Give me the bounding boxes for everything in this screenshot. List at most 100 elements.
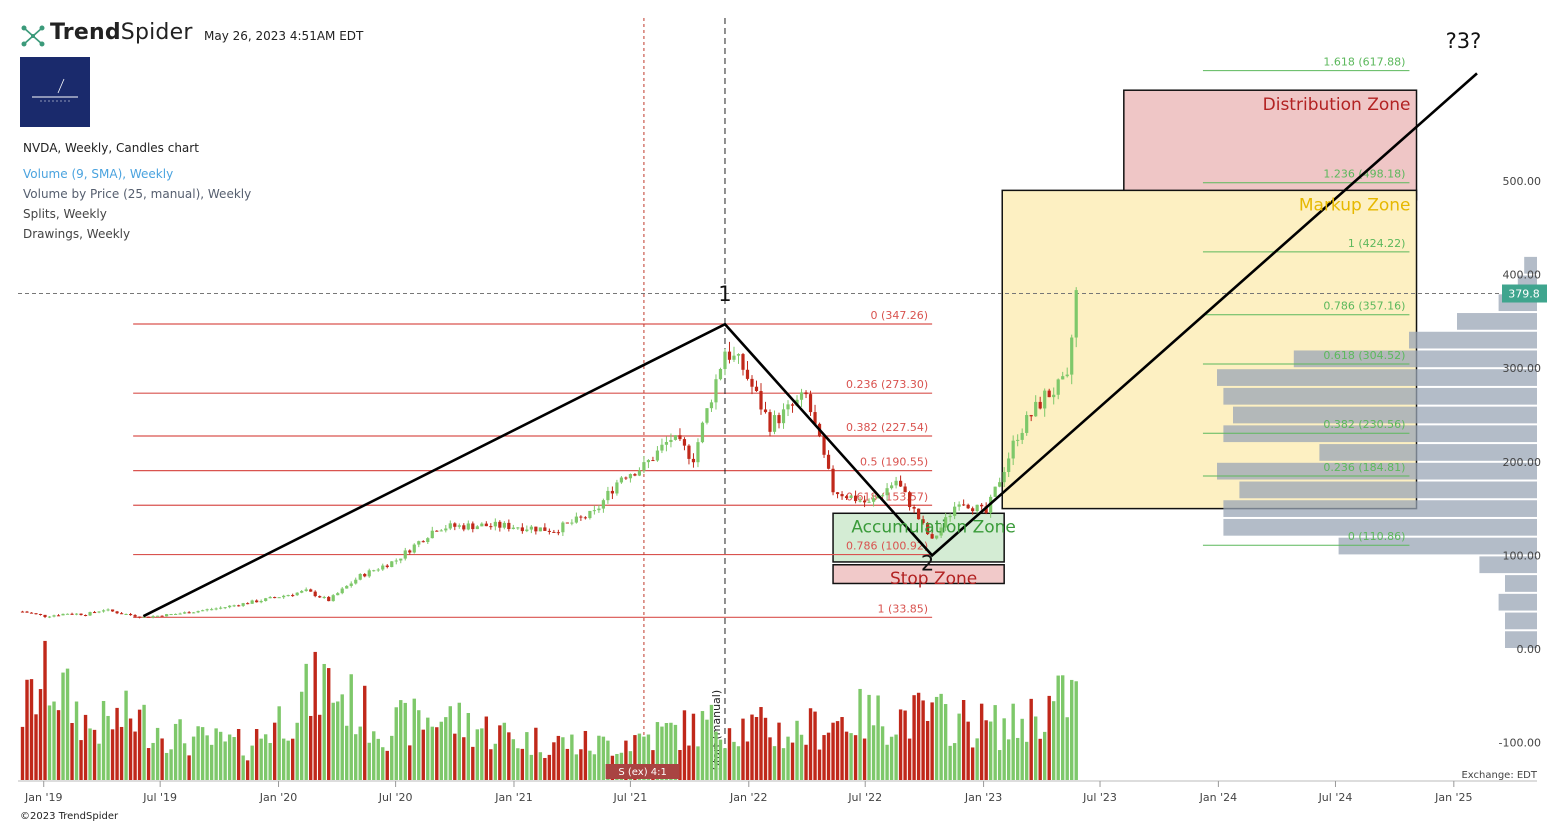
volume-bar — [898, 709, 903, 780]
volume-bar — [660, 726, 664, 780]
zone-label: Accumulation Zone — [851, 517, 1016, 537]
candle-body — [772, 415, 777, 432]
volume-bar — [637, 733, 642, 780]
volume-bar — [939, 693, 943, 780]
candle-body — [826, 454, 831, 469]
volume-bar — [601, 736, 606, 780]
candle-body — [709, 402, 714, 409]
candle-body — [642, 462, 646, 471]
candle-body — [673, 435, 678, 440]
candle-body — [448, 523, 452, 529]
volume-bar — [840, 717, 844, 780]
candle-body — [160, 615, 164, 617]
x-axis-tick-label: Jan '21 — [494, 791, 532, 804]
volume-bar — [1002, 718, 1006, 780]
volume-bar — [354, 734, 358, 780]
candle-body — [1025, 415, 1029, 433]
candle-body — [687, 445, 691, 459]
x-axis-tick-label: Jan '22 — [729, 791, 767, 804]
fib-retracement-label: 0.236 (273.30) — [846, 378, 928, 391]
candle-body — [1038, 401, 1042, 409]
volume-bar — [633, 735, 637, 780]
candle-body — [345, 585, 349, 589]
candle-body — [34, 613, 38, 615]
candle-body — [844, 496, 849, 499]
volume-by-price-bar — [1505, 631, 1537, 648]
volume-bar — [146, 748, 151, 780]
volume-bar — [1024, 741, 1029, 780]
candle-body — [237, 605, 241, 607]
candle-body — [853, 495, 858, 502]
volume-bar — [403, 702, 407, 780]
volume-bar — [799, 734, 804, 780]
candle-body — [948, 515, 952, 518]
candle-body — [930, 534, 934, 539]
x-axis-tick-label: Jan '19 — [24, 791, 62, 804]
volume-bar — [538, 752, 543, 780]
candle-body — [921, 519, 925, 523]
volume-bar — [318, 714, 322, 780]
candle-body — [174, 613, 178, 615]
candle-body — [381, 565, 385, 570]
volume-bar — [1042, 731, 1047, 780]
volume-bar — [133, 731, 137, 780]
candle-body — [354, 579, 358, 584]
candle-body — [998, 482, 1002, 487]
volume-bar — [835, 721, 840, 780]
volume-bar — [606, 740, 610, 780]
candle-body — [971, 508, 975, 512]
volume-bar — [961, 700, 966, 780]
indicator-volume[interactable]: Volume (9, SMA), Weekly — [23, 167, 174, 181]
indicator-volume-by-price[interactable]: Volume by Price (25, manual), Weekly — [23, 187, 252, 201]
candle-body — [1002, 471, 1006, 483]
indicator-splits[interactable]: Splits, Weekly — [23, 207, 107, 221]
volume-bar — [741, 718, 745, 780]
volume-bar — [376, 738, 380, 780]
volume-bar — [516, 748, 520, 780]
candle-body — [219, 607, 223, 609]
candle-body — [480, 523, 484, 527]
volume-bar — [565, 748, 570, 780]
candle-body — [79, 613, 83, 616]
indicator-drawings[interactable]: Drawings, Weekly — [23, 227, 131, 241]
volume-bar — [426, 717, 430, 780]
candle-body — [101, 610, 106, 612]
candle-body — [187, 612, 191, 614]
volume-bar — [480, 728, 484, 780]
volume-bar — [570, 734, 574, 780]
volume-bar — [687, 745, 691, 780]
candle-body — [52, 615, 56, 617]
candle-body — [736, 354, 741, 356]
volume-bar — [38, 689, 43, 780]
volume-bar — [1052, 701, 1056, 780]
volume-bar — [277, 706, 281, 780]
volume-bar — [493, 743, 498, 780]
volume-bar — [178, 719, 182, 780]
volume-bar — [453, 733, 457, 780]
volume-bar — [295, 722, 299, 780]
volume-bar — [1070, 679, 1074, 780]
candle-body — [1016, 439, 1020, 441]
candle-body — [962, 504, 966, 506]
volume-bar — [281, 738, 286, 780]
volume-bar — [457, 702, 461, 780]
candle-body — [953, 506, 957, 516]
volume-bar — [484, 716, 489, 780]
volume-bar — [421, 729, 425, 780]
volume-bar — [191, 736, 196, 780]
volume-bar — [912, 695, 916, 780]
candle-body — [700, 422, 705, 443]
exchange-label: Exchange: EDT — [1461, 770, 1537, 781]
candle-body — [192, 612, 196, 614]
candle-body — [935, 535, 939, 539]
volume-bar — [417, 710, 421, 780]
volume-bar — [858, 688, 862, 780]
volume-bar — [245, 760, 250, 780]
volume-bar — [709, 704, 714, 780]
volume-bar — [552, 742, 556, 780]
candle-body — [894, 480, 898, 486]
volume-bar — [209, 744, 214, 780]
volume-bar — [988, 721, 993, 780]
candle-body — [264, 598, 268, 601]
volume-bar — [975, 738, 979, 780]
